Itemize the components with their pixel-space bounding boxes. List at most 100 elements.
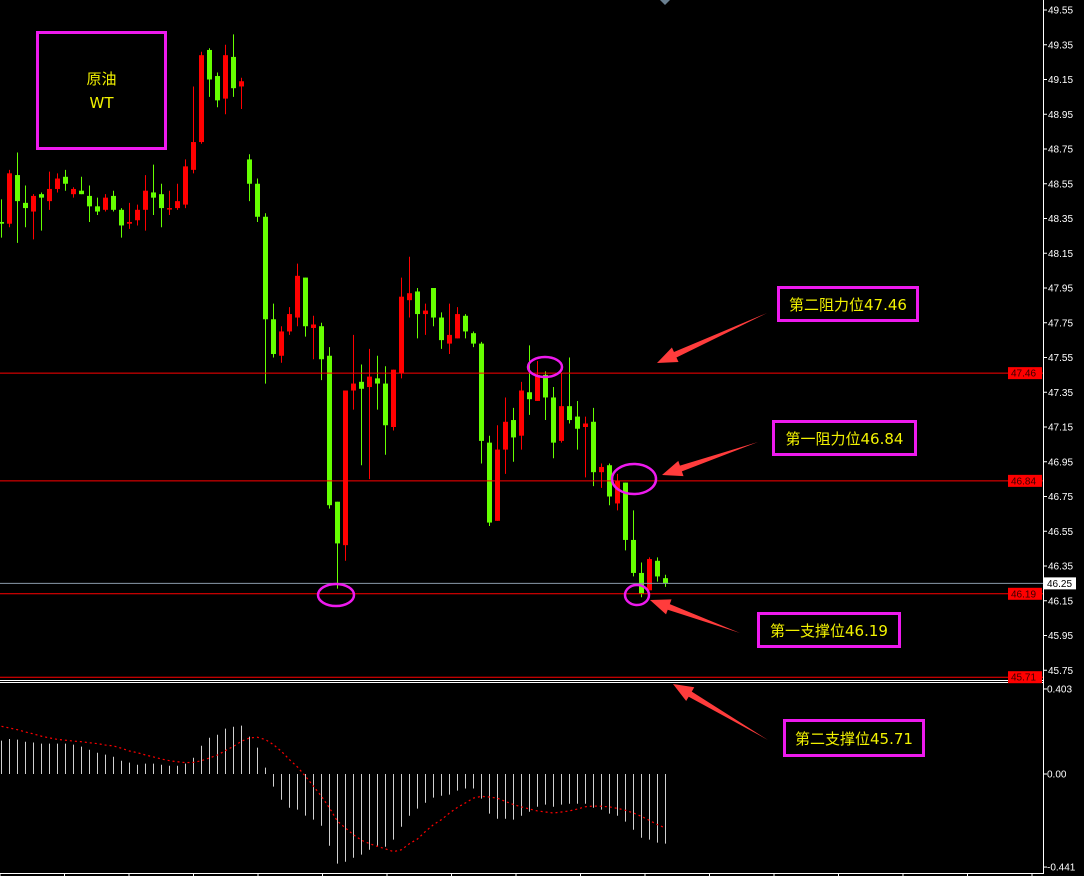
- candle-body: [279, 331, 284, 356]
- macd-axis-label: 0.403: [1047, 684, 1072, 695]
- candle-body: [511, 420, 516, 438]
- candle-body: [575, 416, 580, 429]
- level-lines-layer: [0, 372, 1043, 678]
- candle: [607, 463, 612, 506]
- candle: [455, 307, 460, 339]
- candle-body: [551, 397, 556, 443]
- candle-body: [375, 378, 380, 384]
- candle: [327, 347, 332, 509]
- macd-signal-line: [1, 725, 666, 853]
- price-axis-label: 45.75: [1048, 666, 1073, 677]
- price-axis-label: 46.75: [1048, 492, 1073, 503]
- candle-body: [495, 449, 500, 521]
- highlight-ellipse: [316, 582, 356, 608]
- candle: [639, 562, 644, 598]
- candle: [87, 185, 92, 222]
- candle-body: [527, 392, 532, 400]
- instrument-title-box: 原油 WT: [36, 31, 167, 150]
- candle-body: [175, 201, 180, 209]
- candle-body: [39, 194, 44, 198]
- candle: [647, 557, 652, 591]
- candle: [551, 387, 556, 459]
- candle: [383, 366, 388, 455]
- candle: [655, 557, 660, 582]
- candle: [7, 169, 12, 228]
- candle: [175, 183, 180, 210]
- candle-body: [343, 390, 348, 546]
- candle-body: [335, 501, 340, 544]
- candle: [503, 397, 508, 474]
- candle-body: [655, 560, 660, 577]
- candle: [71, 187, 76, 198]
- candle: [199, 51, 204, 144]
- candle: [543, 371, 548, 421]
- candle: [295, 263, 300, 327]
- candle-body: [199, 55, 204, 143]
- candle: [135, 204, 140, 226]
- candle: [335, 501, 340, 589]
- candle-body: [95, 206, 100, 212]
- candle: [287, 307, 292, 335]
- candle-body: [151, 192, 156, 198]
- candle: [599, 463, 604, 488]
- candle: [391, 369, 396, 431]
- candle: [359, 364, 364, 466]
- price-axis-label: 47.75: [1048, 318, 1073, 329]
- candle: [191, 86, 196, 174]
- candle-body: [327, 355, 332, 506]
- candle: [511, 407, 516, 462]
- candle: [559, 373, 564, 443]
- candle-body: [223, 55, 228, 99]
- current-price-tag-text: 46.25: [1047, 579, 1072, 590]
- candle: [303, 277, 308, 337]
- candle-body: [479, 343, 484, 441]
- candle-body: [663, 578, 668, 584]
- candle: [519, 381, 524, 450]
- highlight-ellipse: [623, 583, 651, 607]
- price-axis-label: 46.35: [1048, 562, 1073, 573]
- candle: [63, 169, 68, 191]
- candle-body: [255, 183, 260, 217]
- candle-body: [111, 195, 116, 210]
- candle-body: [239, 81, 244, 87]
- candle-body: [143, 190, 148, 210]
- candle-body: [231, 56, 236, 89]
- price-axis-label: 46.55: [1048, 527, 1073, 538]
- candle: [111, 190, 116, 212]
- candle: [447, 303, 452, 355]
- level-price-tag-text: 46.19: [1011, 589, 1036, 600]
- candle-body: [207, 49, 212, 80]
- candle-body: [271, 319, 276, 355]
- candle-body: [383, 383, 388, 426]
- price-axis-label: 48.55: [1048, 179, 1073, 190]
- level-price-tag: [1008, 367, 1042, 380]
- candle-body: [415, 291, 420, 315]
- price-axis-label: 48.35: [1048, 214, 1073, 225]
- candle: [31, 194, 36, 240]
- highlight-ellipse: [526, 355, 564, 379]
- candle-body: [319, 326, 324, 360]
- candle-body: [543, 374, 548, 398]
- candle: [527, 345, 532, 415]
- candle-body: [303, 277, 308, 327]
- candle: [143, 175, 148, 231]
- candle-body: [191, 142, 196, 170]
- candle: [223, 44, 228, 115]
- candle: [415, 288, 420, 339]
- candle-body: [183, 166, 188, 205]
- price-axis-label: 47.55: [1048, 353, 1073, 364]
- candle: [431, 288, 436, 327]
- candle-body: [23, 202, 28, 209]
- candle: [103, 194, 108, 212]
- candle-body: [487, 442, 492, 523]
- candle-body: [55, 178, 60, 189]
- candle: [207, 48, 212, 97]
- candle: [319, 322, 324, 381]
- candle-body: [559, 406, 564, 441]
- price-axis-label: 47.95: [1048, 284, 1073, 295]
- price-axis-label: 48.75: [1048, 145, 1073, 156]
- candle: [495, 425, 500, 521]
- macd-axis-label: -0.441: [1047, 863, 1076, 874]
- candle-body: [431, 288, 436, 318]
- candle-body: [647, 559, 652, 591]
